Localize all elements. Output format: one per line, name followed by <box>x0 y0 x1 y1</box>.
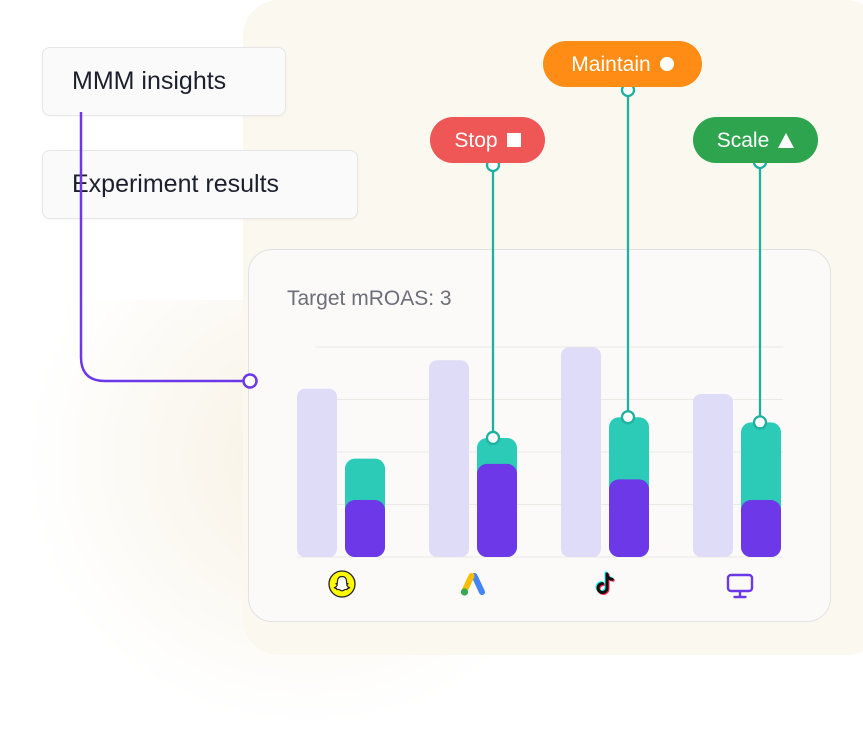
chart-card <box>248 249 831 622</box>
insight-connector-dot <box>242 373 258 389</box>
bar-light-tiktok-icon <box>561 347 601 557</box>
tag-connector-bar-dot <box>752 415 768 430</box>
bar-segment-purple-tv-icon <box>741 500 781 557</box>
square-icon <box>506 133 521 147</box>
bar-light-tv-icon <box>693 393 733 557</box>
bar-light-snapchat-icon <box>297 388 337 557</box>
experiment-results-card[interactable]: Experiment results <box>42 150 358 219</box>
tiktok-icon <box>595 571 615 595</box>
tag-connector-bar-dot <box>485 430 501 446</box>
stop-tag-label: Stop <box>454 128 498 152</box>
bar-segment-purple-snapchat-icon <box>345 500 385 557</box>
maintain-tag[interactable]: Maintain <box>543 41 702 87</box>
bars <box>297 347 781 557</box>
snapchat-icon <box>328 570 356 598</box>
bar-segment-purple-tiktok-icon <box>609 479 649 557</box>
bar-segment-purple-google-ads-icon <box>477 463 517 557</box>
scale-tag[interactable]: Scale <box>693 117 818 163</box>
bar-light-google-ads-icon <box>429 360 469 557</box>
maintain-tag-label: Maintain <box>571 52 651 76</box>
mmm-insights-label: MMM insights <box>72 67 227 95</box>
mmm-insights-card[interactable]: MMM insights <box>42 47 286 116</box>
experiment-results-label: Experiment results <box>72 170 280 198</box>
tag-connector-bar-dot <box>620 410 636 425</box>
circle-icon <box>659 57 674 71</box>
scale-tag-label: Scale <box>716 128 770 152</box>
insight-connector-line <box>79 112 243 383</box>
triangle-up-icon <box>778 132 795 148</box>
tv-icon <box>726 573 754 599</box>
chart-title: Target mROAS: 3 <box>287 287 452 310</box>
stop-tag[interactable]: Stop <box>430 117 545 163</box>
google-ads-icon <box>460 573 485 596</box>
connectors <box>79 82 768 446</box>
